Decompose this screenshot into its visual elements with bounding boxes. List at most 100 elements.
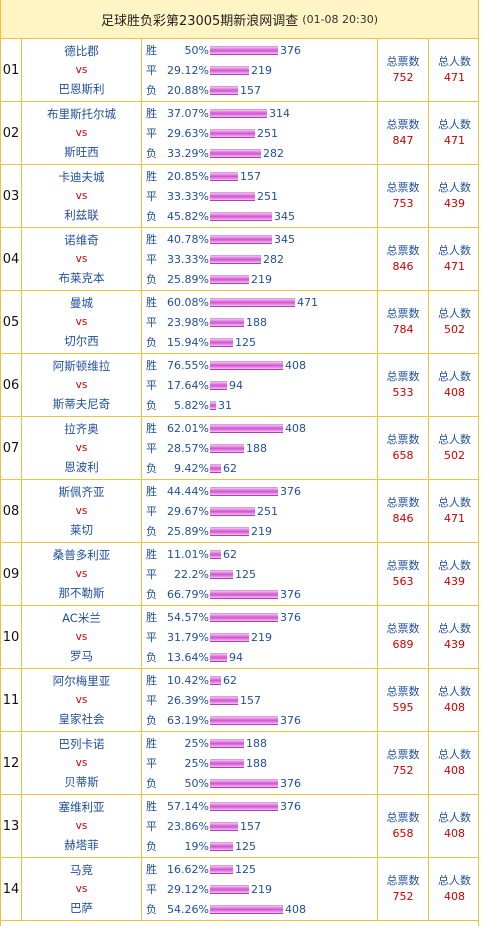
home-team[interactable]: 卡迪夫城 [58,169,105,184]
draw-votes: 219 [251,63,272,77]
total-people-cell: 总人数 439 [429,165,480,227]
vs-label: vs [75,693,88,706]
loss-line: 负 66.79% 376 [146,586,377,603]
draw-label: 平 [146,253,157,266]
win-label: 胜 [146,359,157,372]
odds-cell: 胜 76.55% 408 平 17.64% 94 负 5.82% 31 [142,354,378,416]
away-team[interactable]: 切尔西 [64,334,99,349]
away-team[interactable]: 巴恩斯利 [58,82,105,97]
teams-cell: 曼城 vs 切尔西 [22,291,142,353]
loss-line: 负 20.88% 157 [146,82,377,99]
match-row: 03 卡迪夫城 vs 利兹联 胜 20.85% 157 平 33.33% 251 负 45.82% 34… [1,165,478,228]
total-votes-value: 752 [392,890,414,903]
loss-votes: 376 [280,713,301,727]
win-line: 胜 16.62% 125 [146,861,377,878]
total-people-cell: 总人数 408 [429,732,480,794]
away-team[interactable]: 恩波利 [64,460,99,475]
away-team[interactable]: 那不勒斯 [58,586,105,601]
loss-label: 负 [146,147,157,160]
win-line: 胜 76.55% 408 [146,357,377,374]
home-team[interactable]: 阿斯顿维拉 [52,358,111,373]
away-team[interactable]: 罗马 [70,649,93,664]
total-votes-label: 总票数 [386,181,420,194]
total-people-label: 总人数 [438,433,471,446]
vs-label: vs [75,441,88,454]
home-team[interactable]: 曼城 [70,295,93,310]
win-bar [210,675,221,685]
home-team[interactable]: 诺维奇 [64,232,99,247]
loss-votes: 376 [280,587,301,601]
home-team[interactable]: 巴列卡诺 [58,736,105,751]
draw-label: 平 [146,694,157,707]
win-percent: 62.01% [167,421,209,435]
loss-bar [210,463,221,473]
loss-line: 负 15.94% 125 [146,334,377,351]
win-label: 胜 [146,233,157,246]
away-team[interactable]: 赫塔菲 [64,838,99,853]
away-team[interactable]: 贝蒂斯 [64,775,99,790]
loss-label: 负 [146,399,157,412]
total-people-cell: 总人数 408 [429,354,480,416]
draw-label: 平 [146,64,157,77]
win-bar [210,360,283,370]
win-votes: 62 [223,547,237,561]
match-number: 12 [1,732,22,794]
home-team[interactable]: 桑普多利亚 [52,547,111,562]
home-team[interactable]: AC米兰 [62,610,101,625]
win-bar [210,171,238,181]
draw-label: 平 [146,568,157,581]
total-people-label: 总人数 [438,811,471,824]
draw-votes: 251 [257,189,278,203]
teams-cell: 布里斯托尔城 vs 斯旺西 [22,102,142,164]
loss-label: 负 [146,525,157,538]
total-people-cell: 总人数 502 [429,291,480,353]
total-people-value: 439 [444,197,465,210]
draw-line: 平 26.39% 157 [146,692,377,709]
home-team[interactable]: 德比郡 [64,43,99,58]
away-team[interactable]: 斯旺西 [64,145,99,160]
away-team[interactable]: 斯蒂夫尼奇 [52,397,111,412]
draw-bar [210,65,249,75]
draw-bar [210,758,244,768]
draw-votes: 157 [240,693,261,707]
total-votes-cell: 总票数 595 [378,669,429,731]
home-team[interactable]: 马竞 [70,862,93,877]
total-votes-value: 595 [392,701,414,714]
draw-line: 平 29.12% 219 [146,62,377,79]
loss-label: 负 [146,273,157,286]
away-team[interactable]: 布莱克本 [58,271,105,286]
home-team[interactable]: 塞维利亚 [58,799,105,814]
match-row: 07 拉齐奥 vs 恩波利 胜 62.01% 408 平 28.57% 188 负 9.42% 62 总票… [1,417,478,480]
win-percent: 44.44% [167,484,209,498]
odds-cell: 胜 50% 376 平 29.12% 219 负 20.88% 157 [142,39,378,101]
total-votes-cell: 总票数 847 [378,102,429,164]
home-team[interactable]: 拉齐奥 [64,421,99,436]
home-team[interactable]: 阿尔梅里亚 [52,673,111,688]
win-line: 胜 20.85% 157 [146,168,377,185]
total-votes-cell: 总票数 846 [378,228,429,290]
win-percent: 10.42% [167,673,209,687]
draw-votes: 188 [246,756,267,770]
home-team[interactable]: 斯佩齐亚 [58,484,105,499]
vs-label: vs [75,378,88,391]
match-number: 11 [1,669,22,731]
draw-line: 平 17.64% 94 [146,377,377,394]
away-team[interactable]: 巴萨 [70,901,93,916]
loss-bar [210,526,249,536]
total-people-value: 408 [444,827,465,840]
win-line: 胜 40.78% 345 [146,231,377,248]
vs-label: vs [75,189,88,202]
win-line: 胜 60.08% 471 [146,294,377,311]
away-team[interactable]: 莱切 [70,523,93,538]
draw-line: 平 28.57% 188 [146,440,377,457]
win-bar [210,297,295,307]
win-label: 胜 [146,485,157,498]
away-team[interactable]: 利兹联 [64,208,99,223]
home-team[interactable]: 布里斯托尔城 [47,106,116,121]
win-label: 胜 [146,737,157,750]
total-votes-value: 784 [392,323,414,336]
total-people-label: 总人数 [438,496,471,509]
away-team[interactable]: 皇家社会 [58,712,105,727]
win-bar [210,864,233,874]
draw-label: 平 [146,505,157,518]
